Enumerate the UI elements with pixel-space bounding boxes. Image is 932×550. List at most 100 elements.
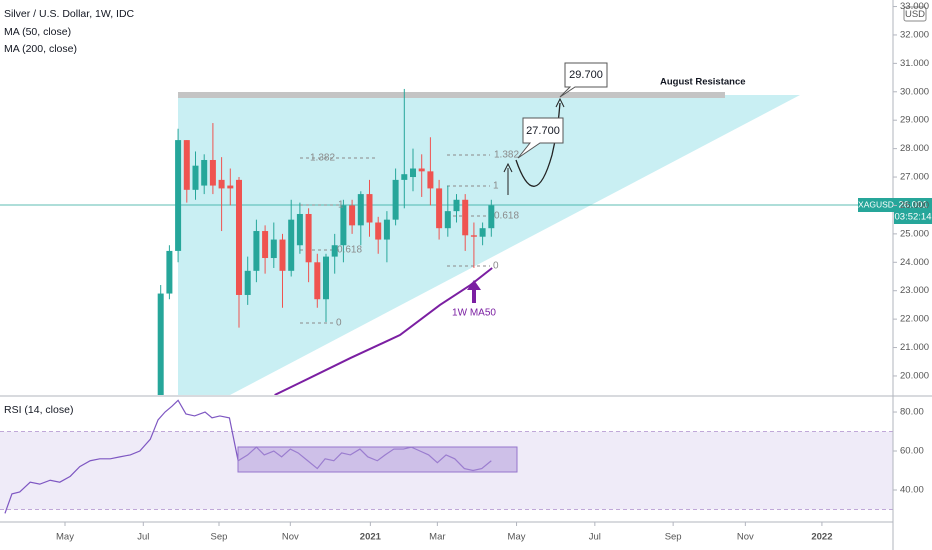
candle-body (296, 213, 303, 246)
y-tick-label: 33.000 (900, 1, 929, 12)
fib-label: 0 (336, 318, 342, 329)
candle-body (235, 179, 242, 295)
y-tick-label: 31.000 (900, 58, 929, 69)
candle-body (340, 205, 347, 246)
resistance-zone (178, 92, 725, 98)
candle-body (331, 245, 338, 257)
last-price: 26.001 (898, 200, 927, 211)
x-tick-label: Jul (137, 532, 149, 543)
candle-body (357, 194, 364, 226)
x-tick-label: May (508, 532, 526, 543)
fib-label: 0 (493, 261, 499, 272)
y-tick-label: 22.000 (900, 314, 929, 325)
candle-body (410, 168, 417, 178)
resistance-label: August Resistance (660, 77, 746, 88)
chart-title: Silver / U.S. Dollar, 1W, IDC (4, 8, 135, 20)
arrow-head (503, 162, 513, 173)
y-tick-label: 28.000 (900, 143, 929, 154)
ma-line (274, 267, 493, 395)
candle-body (149, 407, 155, 418)
candle-body (375, 222, 382, 240)
fib-label: 1.382 (494, 150, 519, 161)
candle-body (314, 262, 321, 300)
x-tick-label: 2021 (360, 532, 382, 543)
candle-body (366, 194, 373, 223)
candle-body (192, 165, 199, 190)
y-tick-label: 40.00 (900, 485, 924, 496)
fib-label: 0.618 (494, 211, 519, 222)
rsi-title: RSI (14, close) (4, 404, 73, 416)
candle-body (262, 231, 269, 259)
price-pane (0, 92, 893, 395)
candle-body (427, 171, 434, 189)
y-tick-label: 23.000 (900, 285, 929, 296)
candle-body (418, 168, 425, 172)
y-tick-label: 60.00 (900, 446, 924, 457)
candle-body (488, 205, 495, 229)
x-tick-label: Nov (737, 532, 754, 543)
candle-body (253, 231, 260, 271)
candle-body (453, 199, 460, 212)
candle-body (157, 293, 164, 395)
candle-body (323, 256, 330, 300)
fib-label: 1 (338, 200, 344, 211)
candle-body (218, 179, 225, 189)
currency: USD (905, 9, 925, 20)
x-tick-label: Mar (429, 532, 445, 543)
y-tick-label: 25.000 (900, 228, 929, 239)
x-tick-label: 2022 (811, 532, 832, 543)
legend: Silver / U.S. Dollar, 1W, IDC MA (50, cl… (4, 8, 135, 416)
candle-body (201, 159, 208, 186)
candle-body (401, 174, 408, 180)
y-tick-label: 27.000 (900, 172, 929, 183)
x-tick-label: Sep (665, 532, 682, 543)
candle-body (183, 140, 190, 190)
fib-label: 0.618 (337, 245, 362, 256)
candle-body (166, 250, 173, 294)
indicator-label: MA (200, close) (4, 43, 77, 55)
triangle-pattern (178, 95, 800, 395)
symbol: XAGUSD (858, 199, 894, 209)
callout-label: 27.700 (526, 125, 560, 137)
countdown: 03:52:14 (895, 212, 932, 223)
y-tick-label: 21.000 (900, 342, 929, 353)
candle-body (270, 239, 277, 259)
candle-body (470, 235, 477, 237)
y-tick-label: 30.000 (900, 86, 929, 97)
callout (559, 62, 608, 98)
price-tag (894, 198, 932, 224)
y-tick-label: 80.00 (900, 407, 924, 418)
y-tick-label: 32.000 (900, 29, 929, 40)
candle-body (227, 185, 234, 189)
candle-body (479, 228, 486, 237)
candle-body (444, 211, 451, 229)
ma-arrow-head (467, 280, 481, 290)
y-tick-label: 29.000 (900, 115, 929, 126)
y-tick-label: 24.000 (900, 257, 929, 268)
arrow-head (555, 97, 565, 108)
candle-body (288, 219, 295, 271)
x-tick-label: Jul (589, 532, 601, 543)
candle-body (349, 205, 356, 226)
indicator-label: MA (50, close) (4, 26, 71, 38)
candle-body (392, 179, 399, 220)
callout (517, 117, 564, 159)
callout-label: 29.700 (569, 69, 603, 81)
fib-label: 1.382 (310, 153, 335, 164)
y-tick-label: 20.000 (900, 370, 929, 381)
candle-body (462, 199, 469, 236)
candle-body (244, 270, 251, 295)
candle-body (383, 219, 390, 240)
currency-box (903, 6, 927, 22)
candle-body (175, 140, 182, 251)
y-tick-label: 26.000 (900, 200, 929, 211)
x-tick-label: May (56, 532, 74, 543)
ma-label: 1W MA50 (452, 308, 496, 319)
fib-label: 1 (493, 181, 499, 192)
candle-body (436, 188, 443, 229)
symbol-tag (858, 198, 894, 212)
annotations: 1.382 1 0.618 0 1.382 1 0.618 0 August R… (237, 62, 746, 473)
candle-body (305, 213, 312, 263)
candle-body (209, 159, 216, 186)
